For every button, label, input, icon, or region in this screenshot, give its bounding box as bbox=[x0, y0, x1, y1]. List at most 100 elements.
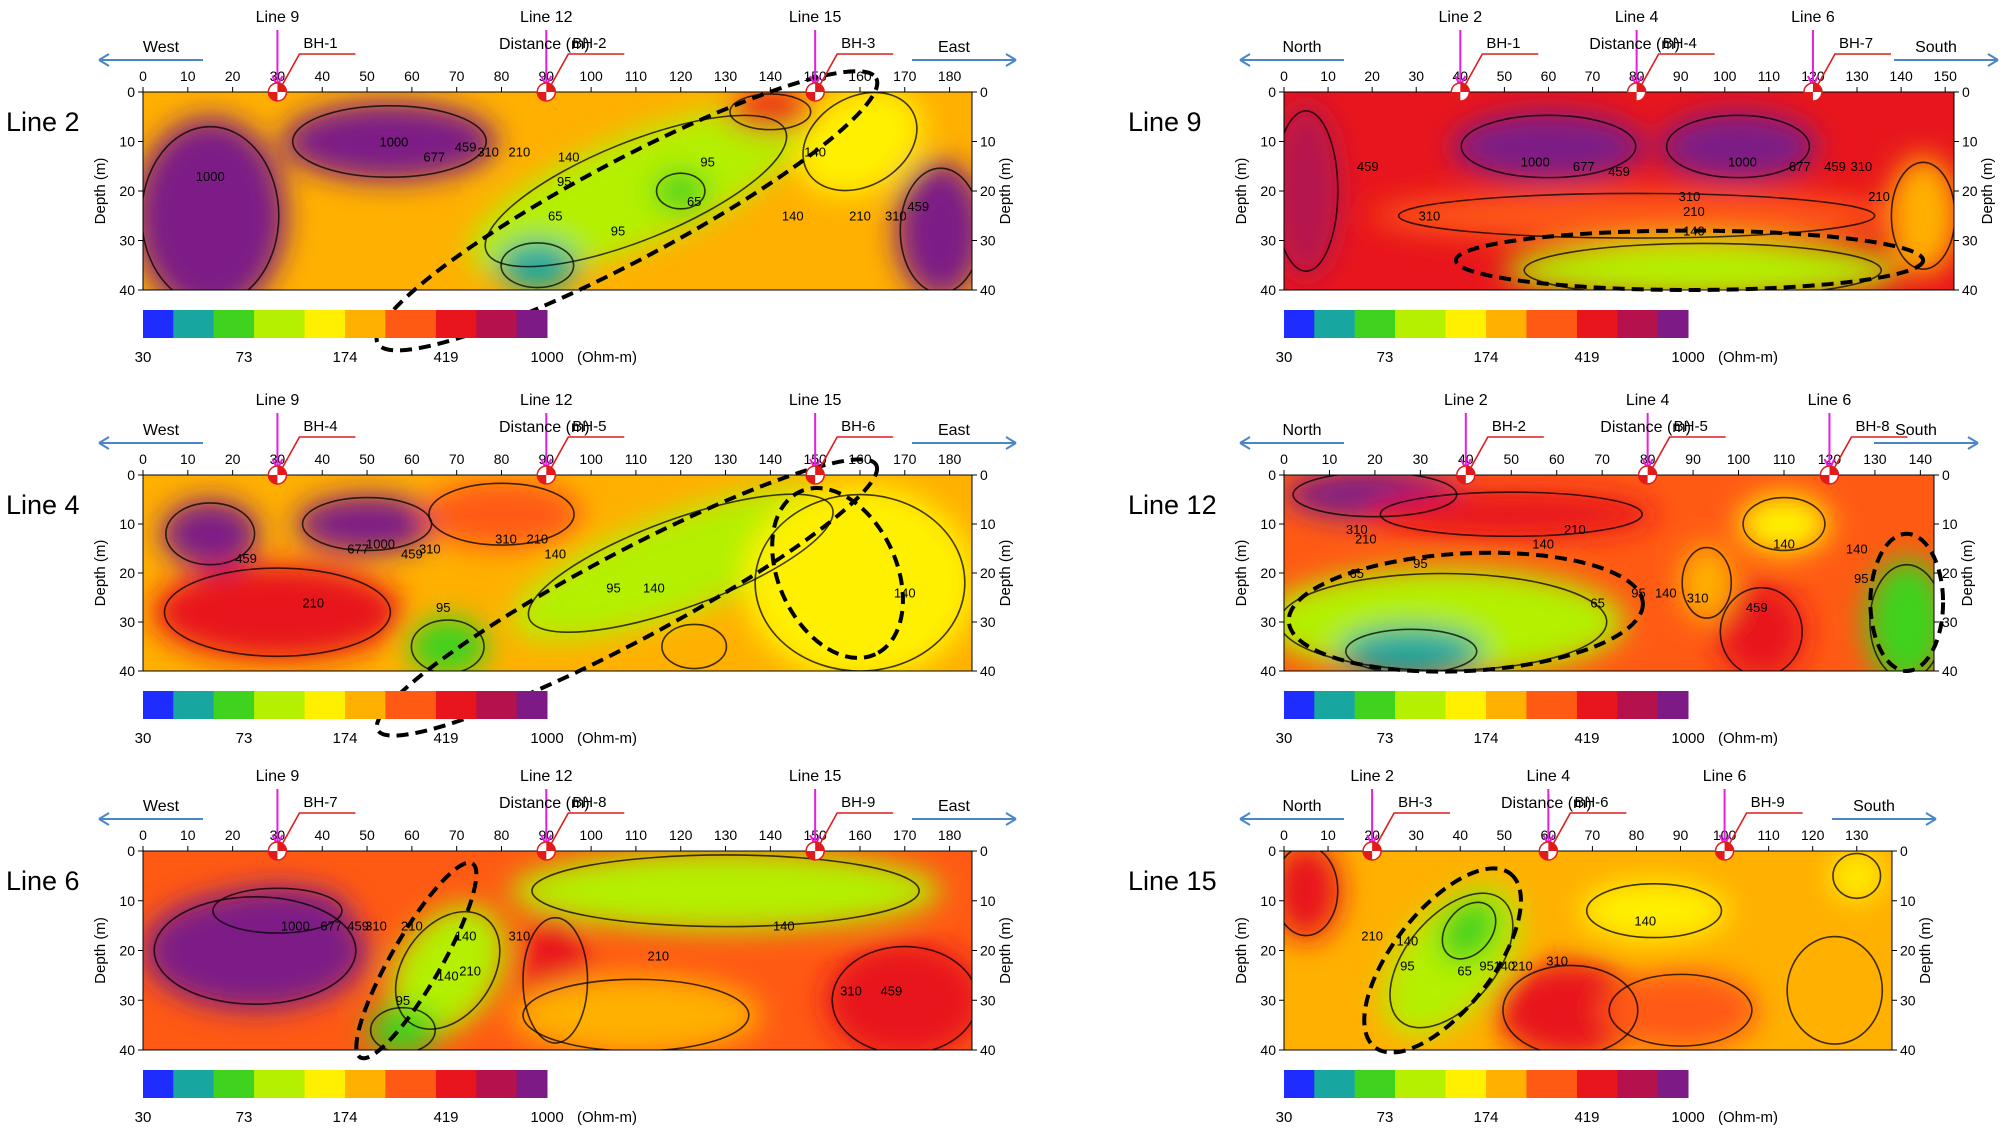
contour-label: 210 bbox=[647, 948, 669, 963]
borehole-label: BH-8 bbox=[1855, 418, 1889, 435]
x-tick-label: 170 bbox=[893, 827, 917, 843]
contour-line bbox=[1397, 192, 1876, 239]
depth-axis-label: Depth (m) bbox=[1233, 158, 1250, 225]
y-tick-label: 10 bbox=[980, 893, 996, 909]
y-tick-label: 40 bbox=[1260, 282, 1276, 298]
contour-label: 140 bbox=[1846, 541, 1868, 556]
arrow-head bbox=[1005, 812, 1017, 826]
borehole-label: BH-5 bbox=[1674, 418, 1708, 435]
x-tick-label: 60 bbox=[404, 68, 420, 84]
resistivity-zone bbox=[1579, 880, 1729, 941]
x-tick-label: 20 bbox=[225, 68, 241, 84]
contour-line bbox=[1585, 883, 1723, 939]
resistivity-zone bbox=[1495, 960, 1646, 1050]
borehole-leader bbox=[1467, 436, 1544, 474]
heatmap bbox=[1284, 851, 1892, 1050]
x-tick-label: 40 bbox=[1452, 827, 1468, 843]
resistivity-zone bbox=[205, 885, 350, 936]
contour-label: 1000 bbox=[281, 919, 310, 934]
x-tick-label: 170 bbox=[893, 451, 917, 467]
y-tick-label: 20 bbox=[1942, 565, 1958, 581]
x-tick-label: 70 bbox=[1585, 827, 1601, 843]
y-tick-label: 20 bbox=[119, 943, 135, 959]
contour-line bbox=[1832, 852, 1882, 900]
panel-title: Line 12 bbox=[1128, 490, 1217, 520]
borehole-label: BH-4 bbox=[303, 418, 337, 435]
x-tick-label: 120 bbox=[669, 68, 693, 84]
depth-axis-label: Depth (m) bbox=[997, 540, 1014, 607]
y-tick-label: 10 bbox=[119, 893, 135, 909]
contour-label: 677 bbox=[1789, 159, 1811, 174]
y-tick-label: 20 bbox=[1260, 943, 1276, 959]
contour-label: 310 bbox=[1851, 159, 1873, 174]
arrow-head bbox=[1239, 53, 1251, 67]
borehole-leader bbox=[278, 53, 356, 91]
x-tick-label: 80 bbox=[494, 68, 510, 84]
x-tick-label: 50 bbox=[359, 827, 375, 843]
crossing-line-label: Line 6 bbox=[1703, 768, 1747, 785]
y-tick-label: 20 bbox=[119, 565, 135, 581]
colorbar-tick-label: 419 bbox=[433, 1109, 458, 1126]
contour-label: 210 bbox=[1361, 929, 1383, 944]
panel-title: Line 2 bbox=[6, 107, 80, 137]
contour-label: 140 bbox=[1683, 224, 1705, 239]
borehole-label: BH-7 bbox=[1839, 35, 1873, 52]
colorbar-tick-label: 419 bbox=[1574, 730, 1599, 747]
x-tick-label: 0 bbox=[1280, 451, 1288, 467]
panel-title: Line 6 bbox=[6, 866, 80, 896]
right-direction: South bbox=[1895, 422, 1937, 439]
depth-axis-label: Depth (m) bbox=[1979, 158, 1996, 225]
contour-line bbox=[1742, 496, 1826, 552]
contour-line bbox=[527, 493, 834, 634]
x-tick-label: 180 bbox=[938, 68, 962, 84]
contour-label: 140 bbox=[894, 586, 916, 601]
colorbar bbox=[143, 1070, 548, 1098]
contour-line bbox=[369, 1006, 436, 1050]
contour-label: 95 bbox=[611, 224, 625, 239]
y-tick-label: 40 bbox=[1260, 663, 1276, 679]
y-tick-label: 30 bbox=[1900, 992, 1916, 1008]
x-tick-label: 20 bbox=[225, 827, 241, 843]
contour-label: 310 bbox=[419, 541, 441, 556]
x-tick-label: 140 bbox=[759, 451, 783, 467]
borehole-leader bbox=[278, 436, 356, 474]
x-tick-label: 10 bbox=[180, 827, 196, 843]
x-tick-label: 110 bbox=[625, 827, 648, 843]
crossing-line-label: Line 2 bbox=[1444, 392, 1488, 409]
contour-line bbox=[899, 167, 972, 290]
left-direction: West bbox=[143, 39, 180, 56]
colorbar-tick-label: 73 bbox=[1377, 730, 1394, 747]
resistivity-zone bbox=[407, 617, 489, 671]
colorbar-tick-label: 73 bbox=[1377, 349, 1394, 366]
crossing-line-label: Line 9 bbox=[256, 392, 300, 409]
resistivity-zone bbox=[1365, 489, 1657, 539]
x-tick-label: 110 bbox=[1757, 827, 1780, 843]
x-tick-label: 80 bbox=[494, 451, 510, 467]
borehole-icon bbox=[805, 841, 825, 861]
colorbar bbox=[143, 691, 548, 719]
resistivity-zone bbox=[497, 240, 578, 290]
y-tick-label: 10 bbox=[1260, 893, 1276, 909]
arrow-head bbox=[1967, 436, 1979, 450]
y-tick-label: 10 bbox=[119, 134, 135, 150]
x-tick-label: 20 bbox=[1364, 68, 1380, 84]
contour-label: 459 bbox=[907, 199, 929, 214]
contour-label: 95 bbox=[436, 600, 450, 615]
x-tick-label: 70 bbox=[449, 827, 465, 843]
contour-label: 310 bbox=[365, 919, 387, 934]
colorbar-tick-label: 1000 bbox=[530, 730, 563, 747]
contour-label: 310 bbox=[1546, 953, 1568, 968]
y-tick-label: 0 bbox=[1268, 843, 1276, 859]
colorbar bbox=[1284, 310, 1689, 338]
colorbar-tick-label: 73 bbox=[1377, 1109, 1394, 1126]
contour-line bbox=[212, 887, 343, 934]
x-tick-label: 130 bbox=[1845, 827, 1869, 843]
contour-label: 210 bbox=[459, 963, 481, 978]
contour-label: 140 bbox=[782, 209, 804, 224]
resistivity-zone bbox=[824, 940, 972, 1050]
colorbar-tick-label: 1000 bbox=[530, 1109, 563, 1126]
contour-label: 210 bbox=[1355, 532, 1377, 547]
x-tick-label: 90 bbox=[1673, 68, 1689, 84]
x-tick-label: 110 bbox=[1758, 68, 1781, 84]
